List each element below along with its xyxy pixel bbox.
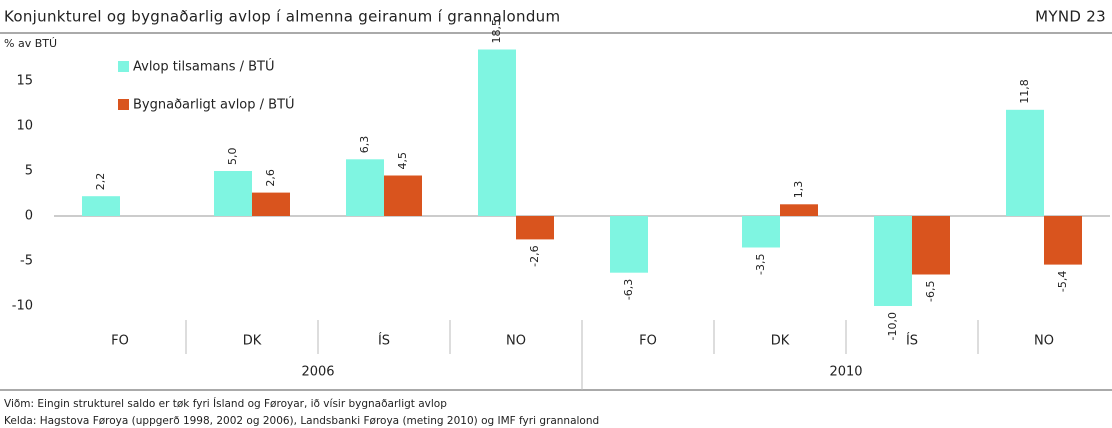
value-label: -10,0 bbox=[886, 312, 899, 340]
y-tick-label: 0 bbox=[25, 209, 33, 224]
x-tick-label: NO bbox=[1034, 334, 1054, 349]
bar bbox=[874, 216, 912, 306]
y-tick-label: 15 bbox=[16, 74, 33, 89]
bar bbox=[478, 49, 516, 216]
value-label: 11,8 bbox=[1018, 79, 1031, 104]
bar bbox=[742, 216, 780, 248]
y-tick-label: -5 bbox=[20, 254, 33, 269]
x-tick-label: DK bbox=[771, 334, 790, 349]
value-label: -2,6 bbox=[528, 245, 541, 266]
x-tick-label: ÍS bbox=[906, 333, 918, 349]
legend-label: Avlop tilsamans / BTÚ bbox=[133, 59, 275, 75]
x-tick-label: DK bbox=[243, 334, 262, 349]
group-label: 2010 bbox=[829, 365, 862, 380]
note: Kelda: Hagstova Føroya (uppgerð 1998, 20… bbox=[4, 415, 599, 427]
bar bbox=[516, 216, 554, 240]
x-tick-label: ÍS bbox=[378, 333, 390, 349]
x-tick-label: FO bbox=[111, 334, 129, 349]
value-label: 2,6 bbox=[264, 169, 277, 187]
value-label: 1,3 bbox=[792, 181, 805, 199]
value-label: 18,5 bbox=[490, 19, 503, 44]
note: Viðm: Eingin strukturel saldo er tøk fyr… bbox=[4, 397, 447, 410]
value-label: 5,0 bbox=[226, 148, 239, 166]
value-label: -3,5 bbox=[754, 254, 767, 275]
x-tick-label: FO bbox=[639, 334, 657, 349]
value-label: 4,5 bbox=[396, 152, 409, 170]
bar bbox=[252, 192, 290, 216]
bar bbox=[1006, 109, 1044, 216]
bar bbox=[1044, 216, 1082, 265]
y-tick-label: 5 bbox=[25, 164, 33, 179]
bar bbox=[214, 171, 252, 216]
legend-swatch bbox=[118, 61, 129, 72]
y-tick-label: 10 bbox=[16, 119, 33, 134]
y-tick-label: -10 bbox=[12, 299, 33, 314]
bar bbox=[82, 196, 120, 216]
bar bbox=[780, 204, 818, 216]
group-label: 2006 bbox=[301, 365, 334, 380]
x-tick-label: NO bbox=[506, 334, 526, 349]
legend-swatch bbox=[118, 99, 129, 110]
chart-title: Konjunkturel og bygnaðarlig avlop í alme… bbox=[4, 8, 560, 26]
value-label: -6,5 bbox=[924, 281, 937, 302]
value-label: 6,3 bbox=[358, 136, 371, 154]
bar bbox=[610, 216, 648, 273]
bar bbox=[346, 159, 384, 216]
y-axis-label: % av BTÚ bbox=[4, 37, 57, 50]
figure-label: MYND 23 bbox=[1035, 8, 1106, 26]
legend-label: Bygnaðarligt avlop / BTÚ bbox=[133, 97, 295, 113]
value-label: -5,4 bbox=[1056, 271, 1069, 292]
value-label: -6,3 bbox=[622, 279, 635, 300]
bar bbox=[912, 216, 950, 275]
value-label: 2,2 bbox=[94, 173, 107, 191]
bar bbox=[384, 175, 422, 216]
